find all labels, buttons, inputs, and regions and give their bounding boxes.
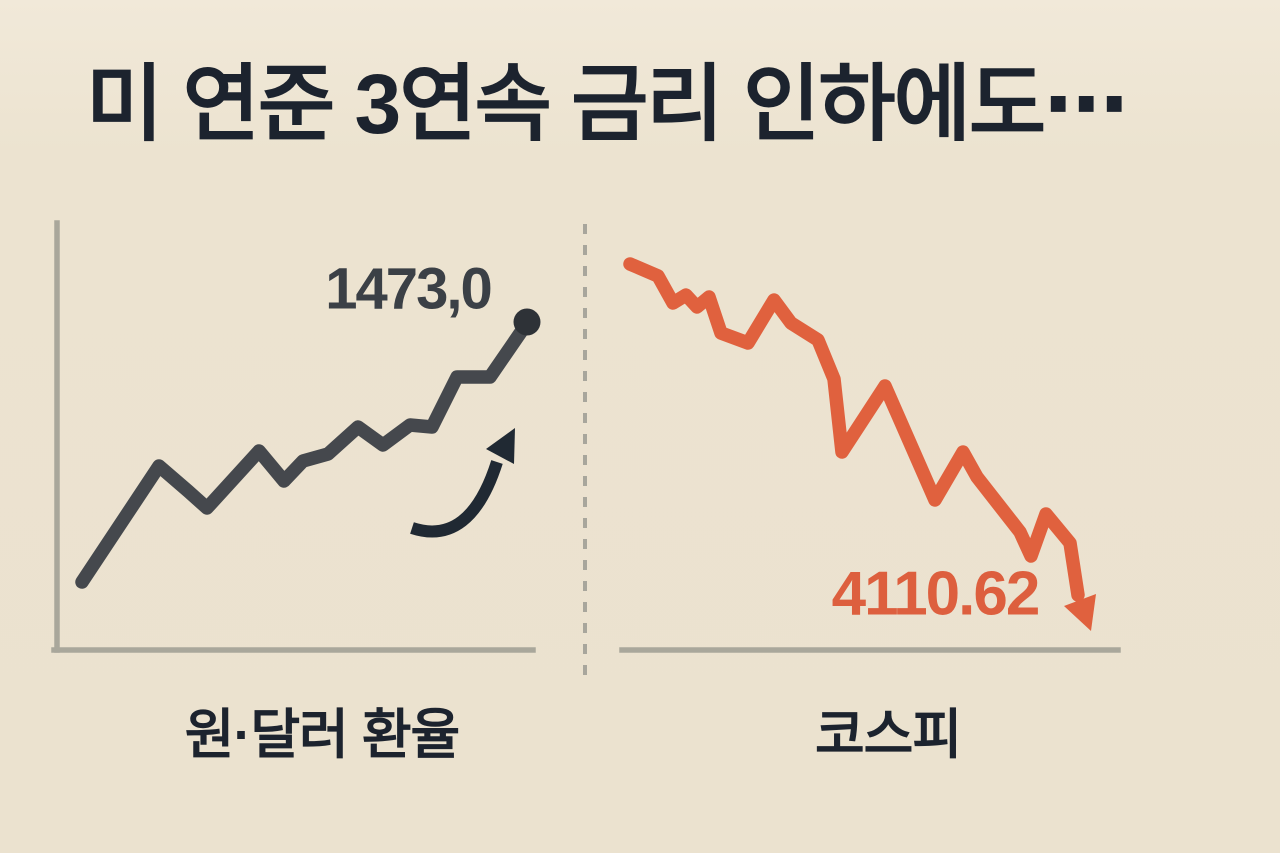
exchange-rate-line — [75, 322, 530, 589]
exchange-rate-value: 1473,0 — [325, 256, 492, 322]
left-chart-label: 원·달러 환율 — [184, 705, 460, 765]
kospi-value: 4110.62 — [831, 559, 1041, 629]
up-arrowhead-icon — [486, 428, 515, 464]
down-arrowhead-icon — [1064, 594, 1096, 631]
headline: 미 연준 3연속 금리 인하에도⋯ — [86, 57, 1128, 151]
kospi-line — [623, 257, 1085, 602]
endpoint-dot — [513, 308, 541, 336]
up-curved-arrow-icon — [410, 460, 503, 538]
right-chart-label: 코스피 — [814, 705, 962, 765]
